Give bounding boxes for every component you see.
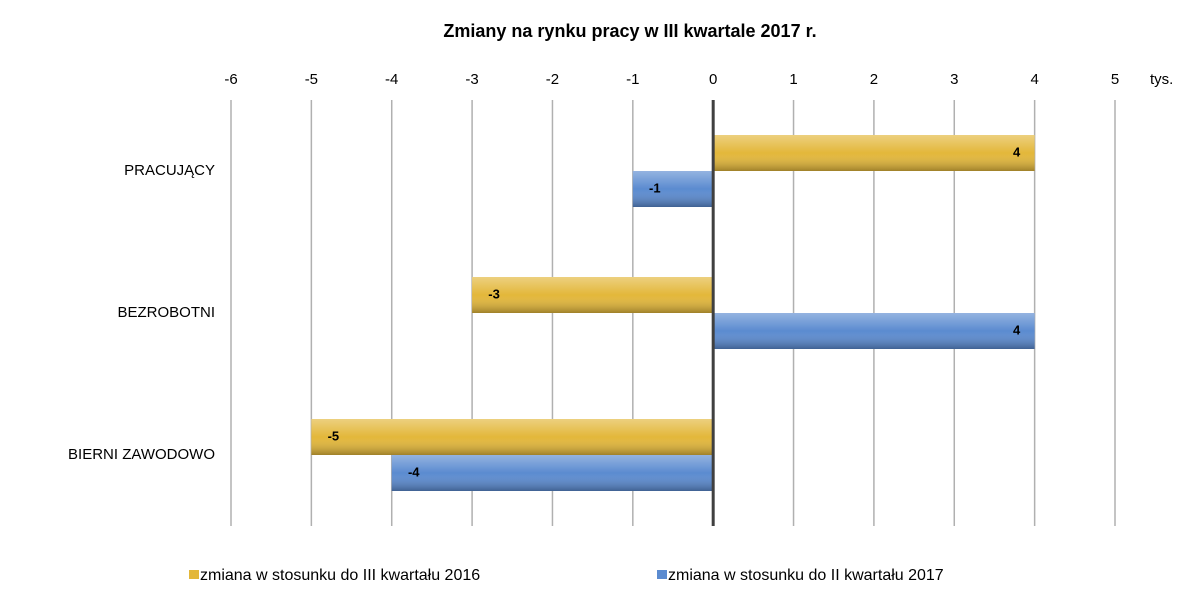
bar-shade: [311, 419, 714, 455]
x-tick-label: -5: [305, 71, 318, 88]
x-tick-label: -3: [465, 71, 478, 88]
data-label: 4: [1013, 144, 1021, 159]
legend-swatch: [657, 570, 667, 579]
bar-shade: [632, 171, 714, 207]
bar-shade: [472, 277, 714, 313]
data-label: -4: [408, 464, 420, 479]
legend-label: zmiana w stosunku do III kwartału 2016: [200, 567, 480, 584]
x-tick-label: 1: [789, 71, 797, 88]
x-tick-label: 0: [709, 71, 717, 88]
data-label: -1: [649, 180, 661, 195]
x-tick-label: -2: [546, 71, 559, 88]
y-tick-label: BEZROBOTNI: [117, 304, 215, 321]
bar-shade: [713, 313, 1035, 349]
x-tick-label: -4: [385, 71, 398, 88]
x-tick-label: 2: [870, 71, 878, 88]
x-tick-label: 3: [950, 71, 958, 88]
data-label: 4: [1013, 322, 1021, 337]
x-tick-label: 4: [1030, 71, 1038, 88]
bar-shade: [713, 135, 1035, 171]
legend-swatch: [189, 570, 199, 579]
chart-title: Zmiany na rynku pracy w III kwartale 201…: [443, 21, 816, 41]
x-tick-label: -6: [224, 71, 237, 88]
x-unit-label: tys.: [1150, 71, 1173, 88]
x-tick-label: 5: [1111, 71, 1119, 88]
bar-shade: [391, 455, 714, 491]
y-tick-label: BIERNI ZAWODOWO: [68, 446, 215, 463]
x-tick-label: -1: [626, 71, 639, 88]
legend-label: zmiana w stosunku do II kwartału 2017: [668, 567, 944, 584]
data-label: -3: [488, 286, 500, 301]
y-tick-label: PRACUJĄCY: [124, 162, 215, 179]
data-label: -5: [328, 428, 340, 443]
